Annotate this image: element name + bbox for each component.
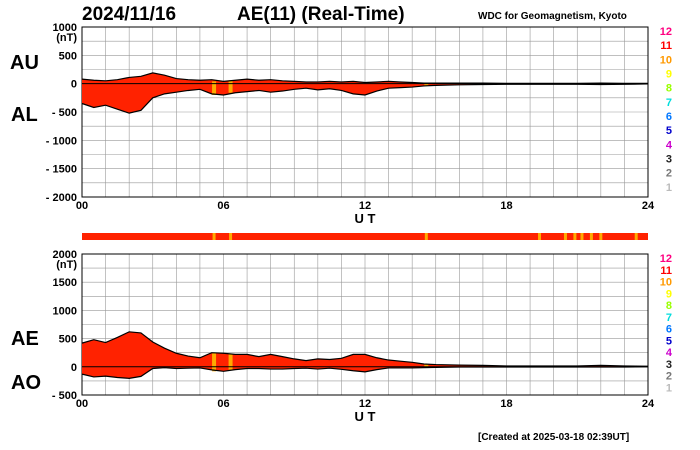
station-count-legend-item: 10	[660, 277, 672, 289]
station-count-strip-flag	[424, 233, 428, 240]
y-tick-label: 0	[71, 79, 77, 91]
station-count-strip-flag	[573, 233, 577, 240]
station-count-strip-flag	[634, 233, 638, 240]
station-count-legend-item: 7	[666, 97, 672, 109]
station-count-strip-flag	[589, 233, 593, 240]
station-count-legend-item: 3	[666, 359, 672, 371]
y-tick-label: 1000	[53, 305, 77, 317]
x-tick-label: 18	[500, 398, 512, 410]
station-count-legend-item: 10	[660, 54, 672, 66]
au-label: AU	[10, 52, 39, 74]
chart-title: AE(11) (Real-Time)	[237, 4, 405, 25]
x-tick-label: 12	[359, 200, 371, 212]
y-tick-label: - 500	[52, 107, 77, 119]
organization-label: WDC for Geomagnetism, Kyoto	[478, 11, 627, 22]
station-count-legend-item: 8	[666, 83, 672, 95]
station-count-legend-item: 11	[660, 40, 672, 52]
station-count-strip	[82, 233, 648, 240]
al-label: AL	[11, 104, 38, 126]
station-count-legend-item: 8	[666, 300, 672, 312]
station-count-legend-item: 9	[666, 69, 672, 81]
ao-label: AO	[11, 372, 41, 394]
station-count-strip-flag	[599, 233, 603, 240]
x-tick-label: 18	[500, 200, 512, 212]
plot-frame	[81, 253, 649, 396]
y-tick-label: 1500	[53, 277, 77, 289]
ae-label: AE	[11, 328, 39, 350]
station-count-legend-item: 12	[660, 253, 672, 265]
station-count-strip-flag	[563, 233, 567, 240]
station-count-strip-flag	[538, 233, 542, 240]
station-count-legend-item: 1	[666, 382, 672, 394]
station-flag-stripe	[212, 353, 217, 372]
x-tick-label: 00	[76, 200, 88, 212]
y-unit-label: (nT)	[56, 259, 77, 271]
y-tick-label: 0	[71, 362, 77, 374]
station-count-legend-item: 2	[666, 168, 672, 180]
station-flag-stripe	[212, 81, 217, 95]
station-count-legend-item: 2	[666, 371, 672, 383]
station-count-legend-item: 11	[660, 265, 672, 277]
y-tick-label: 500	[59, 50, 77, 62]
y-tick-label: - 1500	[46, 164, 77, 176]
station-count-legend-item: 12	[660, 26, 672, 38]
y-tick-label: - 1000	[46, 135, 77, 147]
station-count-legend-item: 7	[666, 312, 672, 324]
y-tick-label: - 2000	[46, 192, 77, 204]
y-tick-label: 1000	[53, 22, 77, 34]
station-count-legend-item: 4	[666, 139, 673, 151]
station-count-legend-item: 6	[666, 111, 672, 123]
x-tick-label: 24	[642, 398, 655, 410]
x-axis-label: U T	[355, 211, 376, 226]
station-count-legend-item: 9	[666, 288, 672, 300]
station-count-legend-item: 6	[666, 324, 672, 336]
station-count-strip-flag	[229, 233, 233, 240]
station-flag-stripe	[424, 83, 429, 86]
x-tick-label: 06	[217, 200, 229, 212]
station-count-legend-item: 4	[666, 347, 673, 359]
x-tick-label: 24	[642, 200, 655, 212]
x-tick-label: 06	[217, 398, 229, 410]
x-axis-label: U T	[355, 409, 376, 424]
station-flag-stripe	[228, 80, 233, 93]
y-tick-label: 500	[59, 334, 77, 346]
station-flag-stripe	[424, 364, 429, 368]
y-unit-label: (nT)	[56, 32, 77, 44]
created-timestamp: [Created at 2025-03-18 02:39UT]	[478, 432, 630, 443]
y-tick-label: 2000	[53, 249, 77, 261]
station-count-legend-item: 5	[666, 125, 672, 137]
station-count-strip-flag	[212, 233, 216, 240]
plot-frame	[81, 26, 649, 198]
station-count-legend-item: 3	[666, 154, 672, 166]
date-title: 2024/11/16	[82, 4, 177, 25]
series-line-ae	[81, 331, 649, 367]
station-flag-stripe	[228, 354, 233, 370]
station-count-strip-flag	[580, 233, 584, 240]
station-count-legend-item: 5	[666, 335, 672, 347]
x-tick-label: 12	[359, 398, 371, 410]
x-tick-label: 00	[76, 398, 88, 410]
series-line-al	[81, 83, 649, 114]
y-tick-label: - 500	[52, 390, 77, 402]
station-count-legend-item: 1	[666, 182, 672, 194]
envelope-fill	[82, 72, 648, 114]
